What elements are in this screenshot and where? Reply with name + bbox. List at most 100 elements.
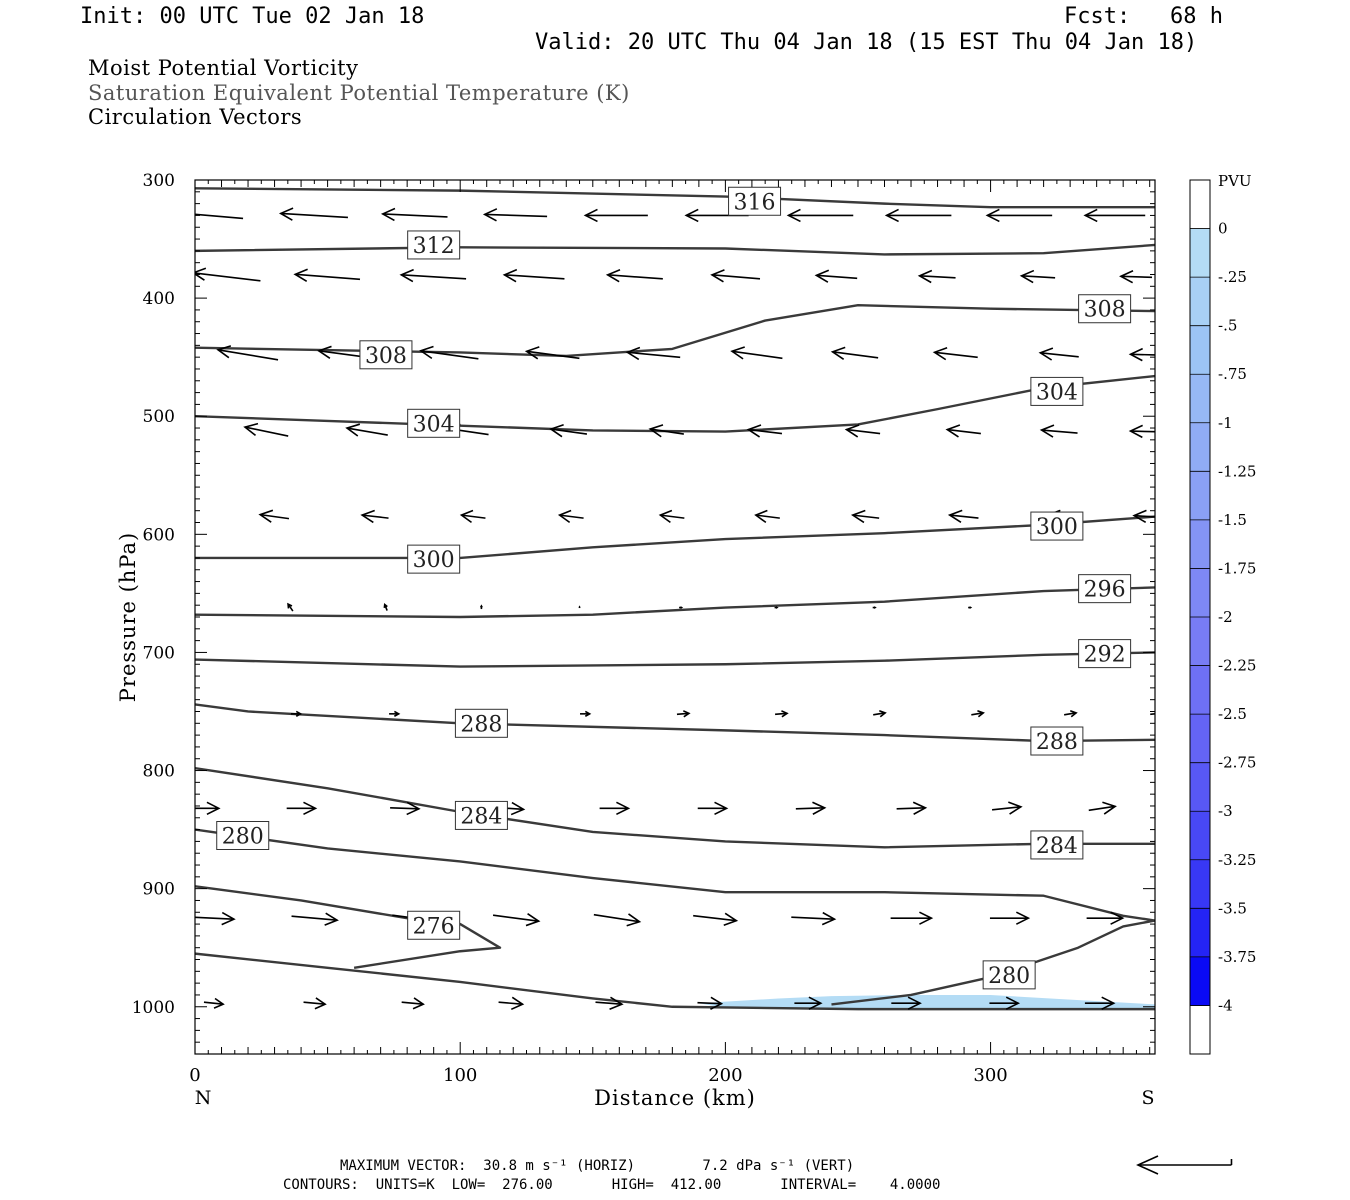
y-axis-title: Pressure (hPa): [116, 532, 140, 702]
contour-label-276: 276: [407, 910, 461, 940]
contour-labels: 316 312 308 308 304 304 300 300 296 292 288 288 284 2…: [216, 186, 1132, 990]
vector-arrow: [786, 208, 854, 223]
vector-arrow: [658, 509, 685, 524]
contour-line-288: [195, 703, 1155, 743]
contour-label-308: 308: [359, 340, 413, 370]
contour-label-304: 304: [407, 408, 461, 438]
colorbar-swatch: [1190, 422, 1210, 472]
vector-arrow: [291, 912, 339, 926]
vector-arrow: [1119, 270, 1153, 284]
y-tick-label: 400: [143, 289, 175, 309]
vector-arrow: [1132, 509, 1155, 524]
vector-arrow: [1086, 911, 1125, 925]
contour-label-312: 312: [407, 230, 461, 260]
colorbar-swatch: [1190, 762, 1210, 812]
vector-arrow: [794, 996, 823, 1010]
svg-text:292: 292: [1084, 643, 1126, 668]
contour-label-296: 296: [1078, 574, 1132, 604]
colorbar-swatch: [1190, 277, 1210, 327]
colorbar-label: 0: [1218, 220, 1228, 238]
x-tick-label: 100: [443, 1065, 477, 1086]
colorbar-swatch: [1190, 180, 1210, 230]
svg-text:304: 304: [413, 412, 455, 437]
vector-arrow: [992, 801, 1023, 815]
vector-arrow: [390, 801, 421, 816]
vector-arrow: [989, 911, 1031, 925]
svg-text:288: 288: [460, 712, 502, 737]
svg-text:280: 280: [222, 825, 264, 850]
svg-text:276: 276: [413, 914, 455, 939]
vector-arrow: [1019, 269, 1056, 284]
vector-arrow: [945, 424, 981, 438]
vector-arrow: [380, 207, 448, 222]
vector-arrow: [498, 996, 525, 1011]
field-title-mpv: Moist Potential Vorticity: [88, 56, 359, 80]
contour-line-292: [195, 651, 1155, 668]
vector-arrow: [578, 605, 581, 609]
contour-label-316: 316: [728, 186, 782, 216]
reference-vector-arrow: [1136, 1155, 1233, 1175]
init-time: Init: 00 UTC Tue 02 Jan 18: [80, 4, 425, 29]
colorbar-label: -1: [1218, 414, 1233, 432]
vector-arrow: [697, 996, 724, 1010]
contour-line-308: [195, 303, 1155, 358]
vector-arrow: [195, 911, 236, 926]
colorbar-swatch: [1190, 325, 1210, 375]
contour-label-304: 304: [1030, 376, 1084, 406]
vector-arrow: [383, 603, 388, 611]
colorbar-label: -1.5: [1218, 511, 1247, 529]
vector-arrow: [989, 996, 1021, 1010]
vector-arrow: [195, 267, 261, 282]
colorbar-label: -2.25: [1218, 657, 1256, 675]
contour-line-300: [195, 515, 1155, 560]
vector-arrow: [872, 606, 877, 609]
vector-arrow: [389, 710, 401, 717]
svg-text:308: 308: [1084, 298, 1126, 323]
colorbar-label: -4: [1218, 996, 1233, 1014]
contour-label-280: 280: [216, 821, 270, 850]
vector-arrow: [583, 208, 648, 223]
vector-arrow: [625, 346, 681, 361]
vector-arrow: [814, 269, 858, 283]
vector-arrow: [730, 346, 783, 360]
vector-arrow: [595, 996, 624, 1011]
vector-arrow: [482, 208, 548, 222]
vector-arrow: [216, 345, 279, 361]
contour-label-300: 300: [1030, 511, 1084, 541]
contour-info-note: CONTOURS: UNITS=K LOW= 276.00 HIGH= 412.…: [283, 1177, 941, 1193]
svg-text:288: 288: [1036, 730, 1078, 755]
colorbar-label: -3.25: [1218, 851, 1256, 869]
vector-arrow: [985, 208, 1053, 223]
vector-arrow: [360, 509, 389, 524]
vector-arrow: [1150, 711, 1155, 716]
contour-label-308: 308: [1078, 294, 1132, 324]
vector-arrow: [593, 913, 642, 927]
vector-arrow: [1128, 347, 1155, 362]
y-tick-label: 900: [143, 880, 175, 900]
pv-colorbar: PVU 0 -.25 -.5 -.75 -1 -1.25 -1.5 -1.75 -2 -2.25 -2…: [1189, 172, 1256, 1055]
contour-line-284: [195, 766, 1155, 849]
vector-arrow: [557, 509, 584, 524]
svg-text:296: 296: [1084, 578, 1126, 603]
contour-label-284: 284: [454, 800, 508, 830]
vector-arrow: [479, 604, 483, 610]
contour-line-304: [195, 374, 1155, 433]
vector-arrow: [549, 424, 588, 438]
vector-arrow: [932, 346, 978, 361]
vector-arrow: [1039, 424, 1078, 438]
vector-arrow: [1064, 709, 1078, 718]
vector-arrow: [710, 269, 761, 283]
north-label: N: [195, 1087, 212, 1109]
vector-arrow: [676, 710, 691, 718]
vector-arrow: [290, 710, 303, 717]
pv-shaded-region: [698, 994, 1155, 1008]
colorbar-label: -.25: [1218, 268, 1247, 286]
colorbar-swatch: [1190, 956, 1210, 1006]
vector-arrow: [850, 509, 880, 524]
contour-line-316: [195, 187, 1155, 209]
vector-arrow: [502, 268, 565, 283]
vector-arrow: [791, 911, 837, 926]
vector-arrow: [697, 801, 729, 816]
vector-arrow: [1084, 996, 1116, 1010]
